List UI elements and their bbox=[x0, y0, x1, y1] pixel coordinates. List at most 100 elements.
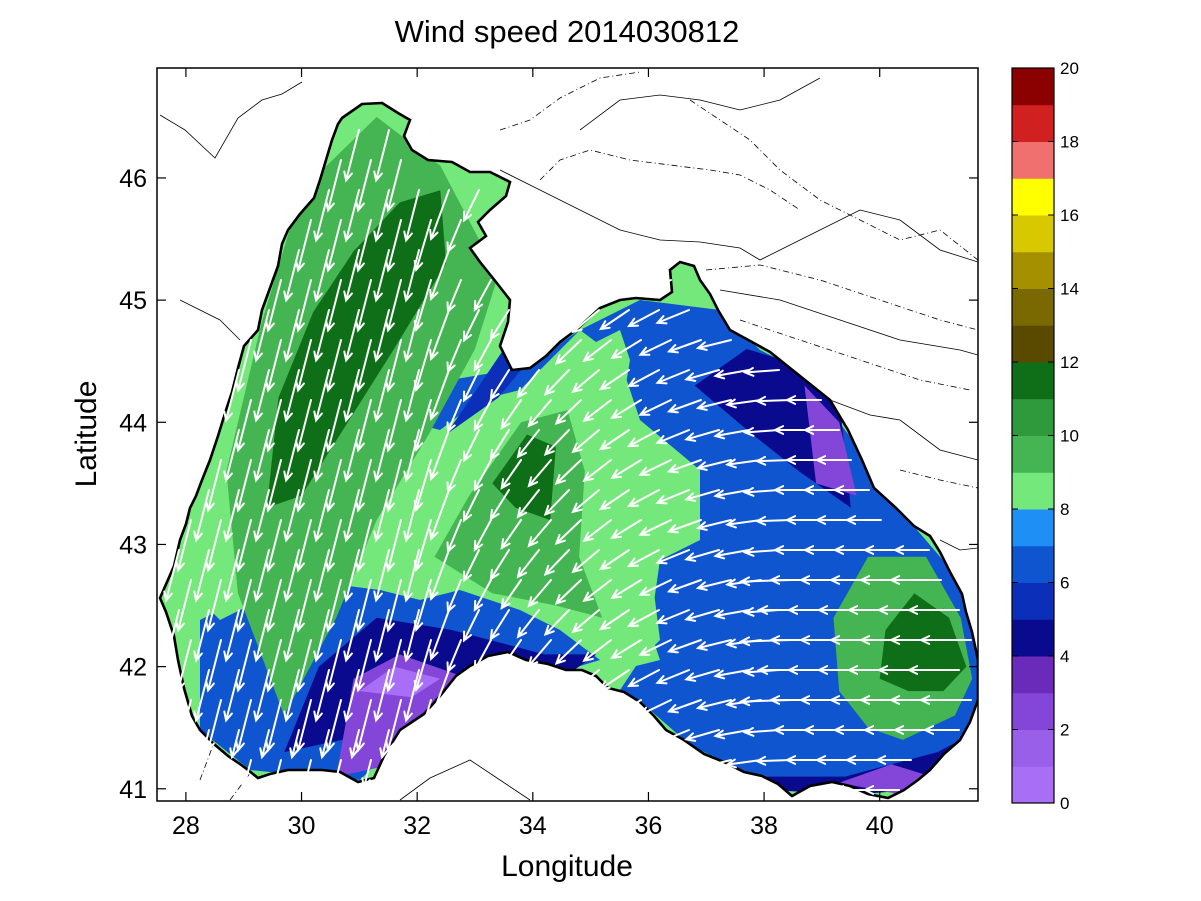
wind-arrow bbox=[554, 579, 582, 605]
wind-arrow bbox=[343, 129, 360, 183]
land-contour-8 bbox=[719, 289, 978, 356]
colorbar-band bbox=[1012, 766, 1054, 804]
wind-vectors bbox=[163, 129, 972, 795]
wind-arrow bbox=[784, 395, 822, 405]
wind-arrow bbox=[888, 575, 942, 585]
wind-arrow bbox=[403, 249, 420, 303]
wind-arrow bbox=[638, 279, 672, 296]
x-tick-label: 30 bbox=[288, 812, 316, 840]
chart-title: Wind speed 2014030812 bbox=[395, 14, 740, 49]
wind-arrow bbox=[283, 669, 300, 723]
wind-arrow bbox=[598, 489, 630, 511]
wind-arrow bbox=[355, 159, 372, 213]
wind-arrow bbox=[429, 429, 450, 481]
wind-arrow bbox=[313, 429, 330, 483]
wind-arrow bbox=[462, 609, 480, 643]
wind-arrow bbox=[163, 609, 180, 663]
wind-arrow bbox=[489, 309, 510, 341]
wind-arrow bbox=[343, 309, 360, 363]
wind-arrow bbox=[429, 309, 450, 361]
wind-arrow bbox=[355, 579, 372, 633]
wind-arrow bbox=[343, 549, 360, 603]
wind-arrow bbox=[385, 519, 402, 573]
wind-arrow bbox=[193, 669, 210, 723]
wind-arrow bbox=[403, 489, 420, 543]
wind-arrow bbox=[343, 249, 360, 303]
wind-arrow bbox=[343, 369, 360, 423]
wind-arrow bbox=[295, 639, 312, 693]
wind-arrow bbox=[638, 459, 672, 476]
wind-arrow bbox=[295, 579, 312, 633]
land-contour-5 bbox=[689, 99, 978, 261]
wind-arrow bbox=[462, 489, 480, 523]
y-tick-label: 42 bbox=[119, 654, 147, 682]
colorbar-band bbox=[1012, 619, 1054, 657]
wind-arrow bbox=[193, 489, 210, 543]
wind-arrow bbox=[253, 369, 270, 423]
wind-arrow bbox=[695, 339, 732, 351]
x-tick-label: 28 bbox=[172, 812, 200, 840]
wind-arrow bbox=[527, 579, 552, 608]
wind-arrow bbox=[373, 429, 390, 483]
wind-arrow bbox=[638, 399, 672, 416]
x-tick-label: 36 bbox=[635, 812, 663, 840]
wind-arrow bbox=[554, 339, 582, 365]
wind-arrow bbox=[313, 549, 330, 603]
colorbar-band bbox=[1012, 545, 1054, 583]
wind-arrow bbox=[527, 519, 552, 548]
wind-arrow bbox=[571, 429, 600, 454]
wind-arrow bbox=[655, 729, 690, 745]
wind-arrow bbox=[295, 339, 312, 393]
wind-arrow bbox=[385, 459, 402, 513]
wind-arrow bbox=[725, 458, 762, 469]
wind-arrow bbox=[301, 759, 312, 790]
wind-arrow bbox=[626, 369, 660, 388]
wind-arrow bbox=[543, 609, 570, 637]
wind-arrow bbox=[403, 309, 420, 363]
wind-arrow bbox=[235, 639, 252, 693]
x-tick-label: 32 bbox=[403, 812, 431, 840]
wind-arrow bbox=[175, 519, 192, 573]
wind-arrow bbox=[373, 369, 390, 423]
wind-arrow bbox=[610, 579, 642, 600]
wind-arrow bbox=[489, 489, 510, 521]
wind-arrow bbox=[571, 549, 600, 574]
wind-arrow bbox=[695, 459, 732, 471]
wind-arrow bbox=[385, 219, 402, 273]
wind-arrow bbox=[235, 399, 252, 453]
wind-arrow bbox=[725, 758, 762, 769]
wind-arrow bbox=[325, 639, 342, 693]
colorbar-band bbox=[1012, 509, 1054, 547]
wind-arrow bbox=[235, 579, 252, 633]
wind-arrow bbox=[655, 669, 690, 685]
wind-arrow bbox=[684, 489, 720, 502]
wind-arrow bbox=[271, 759, 282, 790]
wind-arrow bbox=[473, 519, 492, 552]
wind-arrow bbox=[283, 489, 300, 543]
wind-arrow bbox=[713, 729, 750, 740]
wind-arrow bbox=[289, 729, 300, 760]
wind-arrow bbox=[473, 459, 492, 492]
wind-arrow bbox=[283, 609, 300, 663]
wind-arrow bbox=[666, 519, 702, 534]
colorbar-tick-label: 2 bbox=[1060, 721, 1069, 740]
wind-arrow bbox=[265, 579, 282, 633]
wind-arrow bbox=[713, 489, 750, 500]
wind-arrow bbox=[403, 189, 420, 243]
wind-arrow bbox=[462, 369, 480, 403]
wind-arrow bbox=[582, 339, 612, 363]
wind-arrow bbox=[473, 399, 492, 432]
wind-arrow bbox=[814, 455, 852, 465]
wind-arrow bbox=[598, 309, 630, 331]
colorbar-band bbox=[1012, 435, 1054, 473]
wind-arrow bbox=[655, 489, 690, 505]
wind-arrow bbox=[205, 519, 222, 573]
wind-arrow bbox=[429, 369, 450, 421]
wind-arrow bbox=[516, 369, 540, 399]
wind-arrow bbox=[582, 639, 612, 663]
wind-arrow bbox=[385, 399, 402, 453]
wind-arrow bbox=[473, 279, 492, 312]
wind-arrow bbox=[325, 219, 342, 273]
wind-arrow bbox=[571, 309, 600, 334]
wind-arrow bbox=[319, 729, 330, 760]
